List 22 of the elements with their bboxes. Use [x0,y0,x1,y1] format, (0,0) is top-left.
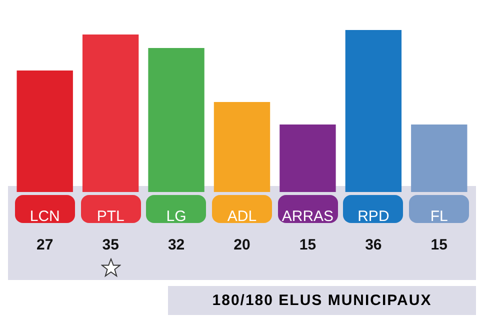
data-label: 32 [168,236,185,254]
x-tick-label: ARRAS [282,208,334,226]
text: 180/180 ELUS MUNICIPAUX [168,286,476,315]
bar [411,124,468,192]
x-tick-label: LG [166,208,186,226]
data-label: 20 [234,236,250,254]
data-label: 15 [430,236,448,254]
data-label: 36 [365,236,382,254]
bar [148,48,204,192]
x-tick-label: PTL [96,208,124,226]
data-label: 27 [36,236,54,254]
data-label: 35 [102,236,119,254]
bar [214,102,270,192]
bar [82,34,139,192]
bar [345,30,402,192]
x-tick-label: LCN [30,208,60,226]
x-tick-label: ADL [227,208,257,226]
bar [280,124,336,192]
bar [16,70,73,192]
x-tick-label: RPD [358,208,390,226]
x-tick-label: FL [430,208,448,226]
data-label: 15 [299,236,316,254]
